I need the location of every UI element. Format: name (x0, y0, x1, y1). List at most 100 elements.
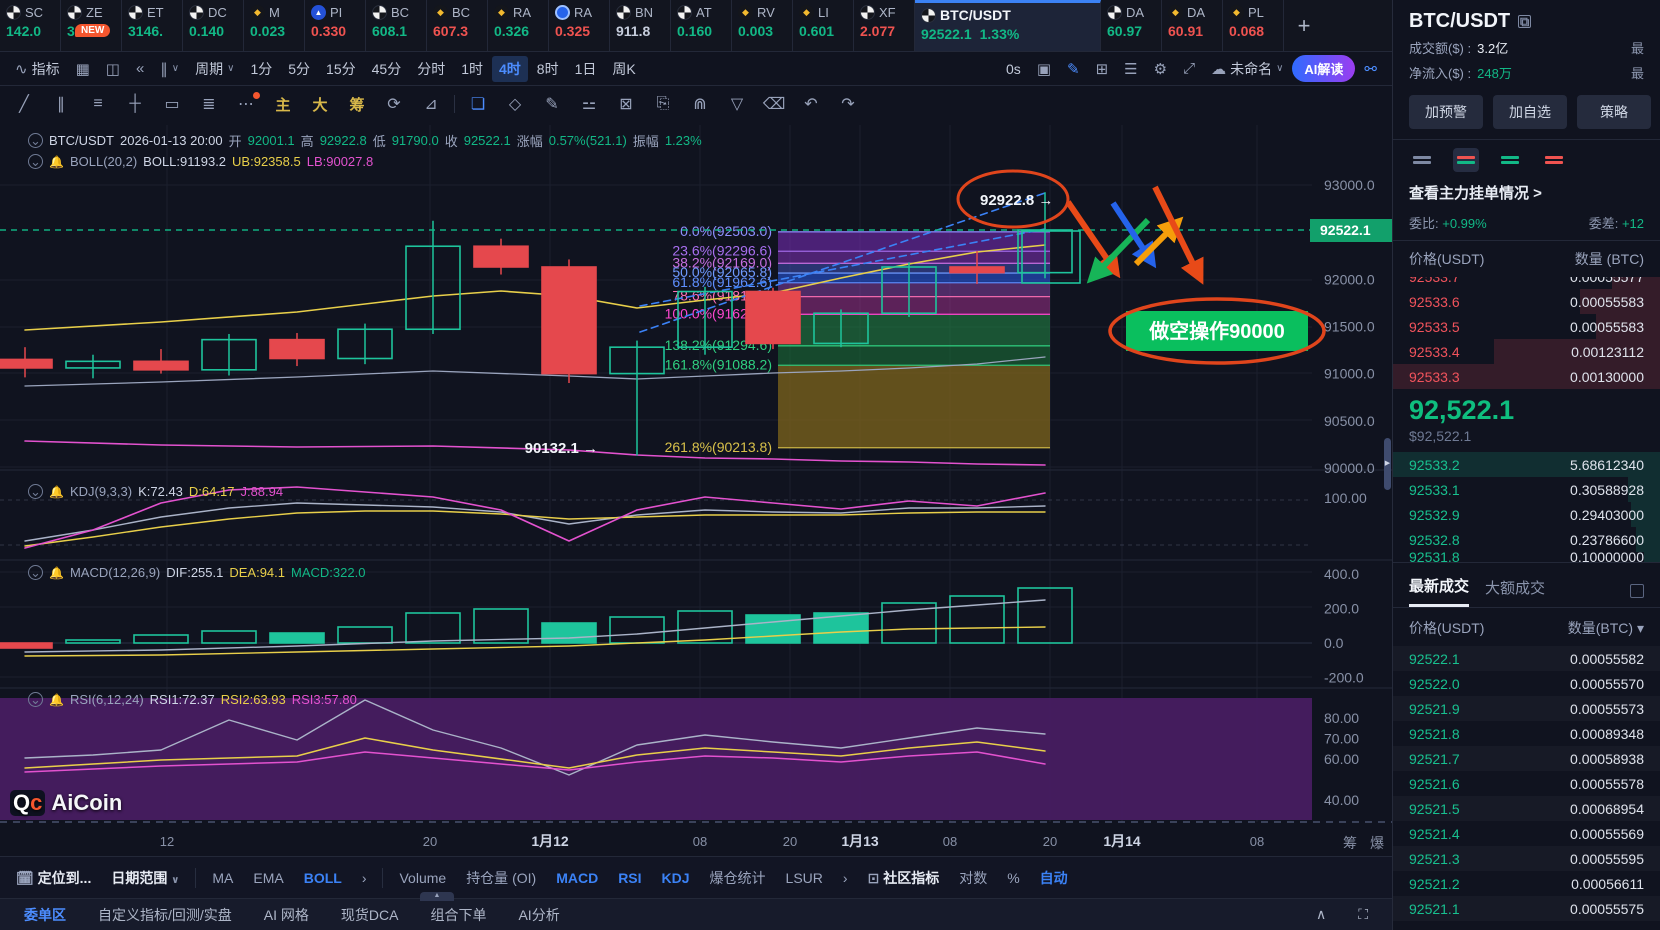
trend-line-icon[interactable]: ╱ (19, 96, 29, 113)
subchart-more-button[interactable]: › (842, 869, 848, 886)
panel-collapse-button[interactable]: ∧ (1315, 906, 1327, 922)
collapse-notch[interactable]: ▲ (420, 892, 454, 901)
bottom-tab-AI[interactable]: AI 网格 (263, 906, 309, 923)
doc-edit-icon[interactable]: ⎘ (656, 95, 670, 112)
ticker-tab-BC[interactable]: ◆ BC 607.3 (427, 0, 488, 51)
bid-row-92532.9[interactable]: 92532.9 0.29403000 (1393, 502, 1660, 527)
bid-row-92533.2[interactable]: 92533.2 5.68612340 (1393, 452, 1660, 477)
fullscreen-button[interactable]: ⤢ (1176, 57, 1202, 80)
bid-row-92531.8[interactable]: 92531.8 0.10000000 (1393, 552, 1660, 562)
candle-style-button[interactable]: ∥ ∨ (153, 57, 186, 81)
parallel-channel-icon[interactable]: ∥ (57, 96, 65, 113)
overlay-MA[interactable]: MA (212, 869, 234, 886)
ai-explain-button[interactable]: AI解读 (1292, 55, 1356, 82)
subchart-RSI[interactable]: RSI (618, 869, 642, 886)
chart-canvas[interactable]: 0.0%(92503.0) 23.6%(92296.6)38.2%(92169.0… (0, 0, 1392, 930)
orderbook-asks-icon[interactable] (1541, 148, 1567, 172)
rectangle-icon[interactable]: ▭ (164, 96, 180, 113)
interval-1分[interactable]: 1分 (250, 60, 273, 77)
ask-row-92533.5[interactable]: 92533.5 0.00055583 (1393, 314, 1660, 339)
date-range-dropdown[interactable]: 日期范围 ∨ (111, 869, 180, 886)
indicator-button[interactable]: ∿ 指标 (15, 60, 60, 78)
brush-icon[interactable]: ✎ (545, 96, 559, 113)
interval-1时[interactable]: 1时 (461, 60, 483, 77)
overlay-EMA[interactable]: EMA (253, 869, 284, 886)
panel-button-加预警[interactable]: 加预警 (1409, 95, 1483, 129)
layout-dropdown[interactable]: ☁ 未命名 ∨ (1211, 60, 1284, 78)
interval-45分[interactable]: 45分 (371, 60, 402, 77)
interval-分时[interactable]: 分时 (417, 60, 446, 77)
pattern-icon[interactable]: ⚍ (581, 96, 597, 113)
subchart-LSUR[interactable]: LSUR (785, 869, 823, 886)
bottom-tab-[interactable]: 组合下单 (430, 906, 487, 923)
magnet-icon[interactable]: ⋒ (693, 96, 707, 113)
ask-row-92533.6[interactable]: 92533.6 0.00055583 (1393, 289, 1660, 314)
main-orders-link[interactable]: 查看主力挂单情况 > (1409, 185, 1542, 202)
main-chart-icon[interactable]: 主 (275, 96, 291, 114)
trades-tab-大额成交[interactable]: 大额成交 (1485, 579, 1546, 597)
bottom-tab-[interactable]: 自定义指标/回测/实盘 (98, 906, 232, 923)
alert-bell-icon[interactable]: 🔔 (49, 154, 64, 169)
subchart-[interactable]: 爆仓统计 (709, 869, 766, 886)
community-indicators-button[interactable]: ⊡ 社区指标 (867, 869, 940, 886)
large-view-icon[interactable]: 大 (312, 96, 328, 114)
bottom-tab-DCA[interactable]: 现货DCA (340, 906, 399, 923)
collapse-icon[interactable]: ⌄ (28, 692, 43, 707)
subchart-OI[interactable]: 持仓量 (OI) (466, 869, 537, 886)
ticker-tab-BN[interactable]: BN 911.8 (610, 0, 671, 51)
ticker-tab-RA[interactable]: RA 0.325 (549, 0, 610, 51)
alert-bell-icon[interactable]: 🔔 (49, 484, 64, 499)
alert-bell-icon[interactable]: 🔔 (49, 565, 64, 580)
filter-icon[interactable]: ▽ (730, 96, 744, 113)
collapse-icon[interactable]: ⌄ (28, 154, 43, 169)
ticker-tab-DA[interactable]: ◆ DA 60.91 (1162, 0, 1223, 51)
interval-8时[interactable]: 8时 (536, 60, 559, 77)
add-window-small-icon[interactable] (1409, 148, 1435, 172)
bottom-tab-[interactable]: 委单区 (24, 906, 66, 923)
ask-row-92533.4[interactable]: 92533.4 0.00123112 (1393, 339, 1660, 364)
more-tools-icon[interactable]: ⋯ (228, 90, 264, 118)
ticker-tab-RA[interactable]: ◆ RA 0.326 (488, 0, 549, 51)
new-window-button[interactable]: ⊞ (1089, 57, 1116, 81)
overlay-more-button[interactable]: › (361, 869, 367, 886)
ticker-tab-BC[interactable]: BC 608.1 (366, 0, 427, 51)
interval-5分[interactable]: 5分 (288, 60, 311, 77)
bid-row-92533.1[interactable]: 92533.1 0.30588928 (1393, 477, 1660, 502)
lock-icon[interactable]: ⊠ (619, 96, 633, 113)
measure-icon[interactable]: ⊿ (424, 96, 438, 113)
rewind-button[interactable]: « (129, 57, 151, 80)
chip-distribution-icon[interactable]: 筹 (349, 96, 365, 114)
ticker-tab-PI[interactable]: ▲ PI 0.330 (305, 0, 366, 51)
trades-qty-header[interactable]: 数量(BTC) ▾ (1567, 620, 1644, 636)
ticker-tab-ET[interactable]: ET 3146. (122, 0, 183, 51)
subchart-Volume[interactable]: Volume (399, 869, 447, 886)
log-scale-button[interactable]: 对数 (959, 869, 988, 886)
ticker-tab-BTCUSDT[interactable]: BTC/USDT 92522.1 1.33% (915, 0, 1101, 51)
draw-button[interactable]: ✎ (1060, 57, 1087, 81)
ticker-tab-XF[interactable]: XF 2.077 (854, 0, 915, 51)
orderbook-both-icon[interactable] (1453, 148, 1479, 172)
ticker-tab-DC[interactable]: DC 0.140 (183, 0, 244, 51)
share-button[interactable]: ⚯ (1357, 57, 1384, 81)
copy-icon[interactable]: ⧉ (1518, 14, 1532, 29)
interval-15分[interactable]: 15分 (326, 60, 356, 77)
ticker-tab-DA[interactable]: DA 60.97 (1101, 0, 1162, 51)
refresh-icon[interactable]: ⟳ (387, 96, 401, 113)
auto-scale-button[interactable]: 自动 (1039, 869, 1068, 886)
ticker-tab-RV[interactable]: ◆ RV 0.003 (732, 0, 793, 51)
collapse-icon[interactable]: ⌄ (28, 565, 43, 580)
eraser-icon[interactable]: ◇ (508, 96, 522, 113)
panel-button-策略[interactable]: 策略 (1577, 95, 1651, 129)
orderbook-bids-icon[interactable] (1497, 148, 1523, 172)
calendar-button[interactable]: ▦ (69, 57, 97, 81)
redo-icon[interactable]: ↷ (841, 96, 855, 113)
ticker-tab-SC[interactable]: SC 142.0 (0, 0, 61, 51)
bookmark-icon[interactable]: ❏ (470, 96, 486, 113)
ask-row-92533.3[interactable]: 92533.3 0.00130000 (1393, 364, 1660, 389)
screenshot-button[interactable]: ▣ (1030, 57, 1058, 81)
bid-row-92532.8[interactable]: 92532.8 0.23786600 (1393, 527, 1660, 552)
alert-bell-icon[interactable]: 🔔 (49, 692, 64, 707)
undo-icon[interactable]: ↶ (804, 96, 818, 113)
ticker-tab-LI[interactable]: ◆ LI 0.601 (793, 0, 854, 51)
ticker-tab-M[interactable]: ◆ M 0.023 (244, 0, 305, 51)
